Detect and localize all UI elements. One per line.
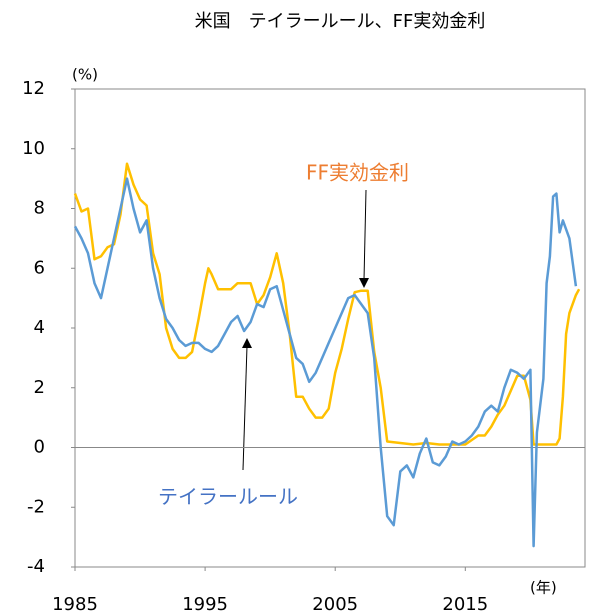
y-tick-label: 8 [34, 198, 45, 219]
annotation: テイラールール [158, 485, 298, 509]
y-unit: (%) [72, 66, 98, 84]
annotation: FF実効金利 [306, 161, 409, 185]
y-tick-label: 6 [34, 257, 45, 278]
x-tick-label: 2005 [312, 594, 358, 615]
x-tick-label: 1985 [52, 594, 98, 615]
arrow-head [359, 278, 369, 288]
y-tick-label: 4 [34, 317, 45, 338]
annotation-arrow [363, 189, 367, 281]
y-tick-label: -4 [27, 556, 45, 577]
y-tick-label: 0 [34, 437, 45, 458]
series-line [73, 162, 581, 446]
x-tick-label: 1995 [182, 594, 228, 615]
chart-title: 米国 テイラールール、FF実効金利 [195, 11, 486, 32]
annotation-arrow [242, 345, 248, 471]
x-unit: (年) [530, 579, 557, 597]
series-line [73, 177, 578, 548]
arrow-head [242, 338, 252, 348]
y-tick-label: 12 [22, 78, 45, 99]
y-tick-label: 10 [22, 138, 45, 159]
y-tick-label: -2 [27, 496, 45, 517]
x-tick-label: 2015 [442, 594, 488, 615]
y-tick-label: 2 [34, 377, 45, 398]
